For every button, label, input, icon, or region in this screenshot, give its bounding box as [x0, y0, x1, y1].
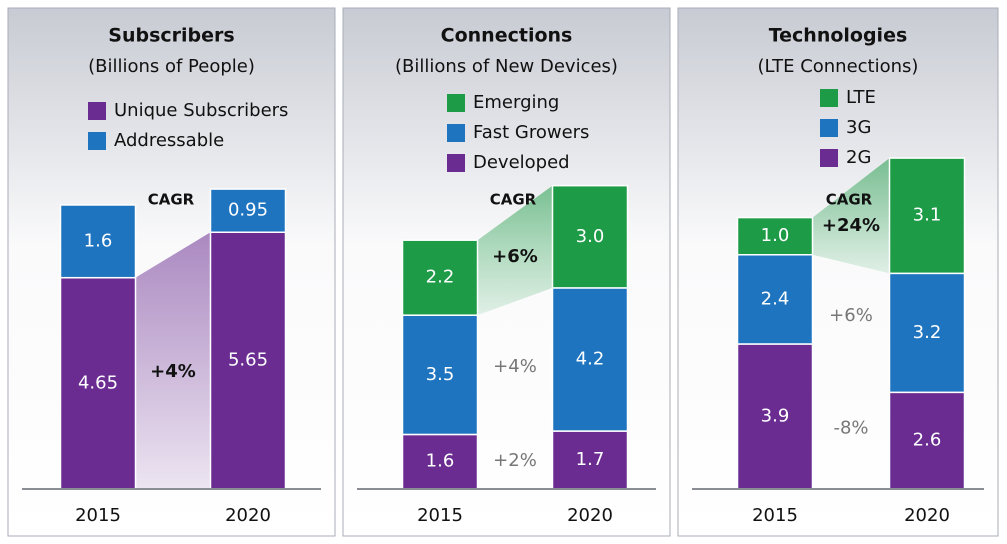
bar-segment: [209, 188, 287, 233]
chart-subtitle: (LTE Connections): [758, 56, 919, 77]
x-tick-label: 2015: [417, 505, 463, 526]
cagr-label: CAGR: [826, 191, 873, 209]
data-label: 1.0: [761, 225, 790, 246]
chart-subtitle: (Billions of People): [88, 56, 255, 77]
data-label: 2.4: [761, 288, 790, 309]
data-label: 0.95: [228, 200, 268, 221]
cagr-value: +6%: [829, 305, 873, 326]
cagr-value: +4%: [493, 356, 537, 377]
legend-label: Emerging: [473, 92, 559, 113]
bar-segment: [401, 239, 479, 316]
bar-segment: [888, 157, 966, 275]
legend-swatch: [88, 102, 106, 120]
bar-segment: [736, 343, 814, 490]
bar-segment: [209, 231, 287, 490]
cagr-band: [477, 185, 553, 316]
legend-swatch: [447, 124, 465, 142]
chart-title: Technologies: [769, 25, 908, 47]
data-label: 2.6: [913, 430, 942, 451]
cagr-value: -8%: [833, 418, 868, 439]
data-label: 4.65: [78, 372, 118, 393]
data-label: 3.1: [913, 205, 942, 226]
chart-subtitle: (Billions of New Devices): [395, 56, 618, 77]
cagr-band: [135, 232, 211, 489]
legend-label: 3G: [846, 117, 871, 138]
bar-segment: [551, 184, 629, 289]
cagr-value: +6%: [492, 246, 538, 267]
legend-swatch: [820, 89, 838, 107]
bar-segment: [736, 254, 814, 345]
x-tick-label: 2015: [75, 505, 121, 526]
data-label: 2.2: [426, 267, 455, 288]
data-label: 1.6: [426, 451, 455, 472]
cagr-band: [812, 158, 890, 274]
x-tick-label: 2020: [904, 505, 950, 526]
data-label: 1.7: [576, 449, 605, 470]
chart-panel: Technologies (LTE Connections) 2G 3G LTE -8% +…: [677, 7, 999, 537]
bar-segment: [888, 272, 966, 394]
chart-title: Connections: [441, 25, 573, 47]
x-tick-label: 2020: [567, 505, 613, 526]
data-label: 1.6: [84, 230, 113, 251]
data-label: 5.65: [228, 350, 268, 371]
cagr-label: CAGR: [148, 191, 195, 209]
legend-label: 2G: [846, 147, 871, 168]
cagr-value: +2%: [493, 450, 537, 471]
bar-segment: [401, 433, 479, 490]
legend-label: Addressable: [114, 130, 224, 151]
chart-panel: Connections (Billions of New Devices) Deve…: [342, 7, 671, 537]
cagr-value: +24%: [822, 215, 880, 236]
data-label: 3.0: [576, 226, 605, 247]
legend-label: Unique Subscribers: [114, 100, 288, 121]
legend-label: LTE: [846, 87, 876, 108]
legend-swatch: [820, 119, 838, 137]
legend-swatch: [820, 149, 838, 167]
data-label: 3.9: [761, 405, 790, 426]
legend-swatch: [447, 94, 465, 112]
bar-segment: [736, 216, 814, 256]
chart-panel: Subscribers (Billions of People) Unique Su…: [7, 7, 336, 537]
legend-swatch: [88, 132, 106, 150]
data-label: 3.2: [913, 322, 942, 343]
data-label: 4.2: [576, 348, 605, 369]
x-tick-label: 2020: [225, 505, 271, 526]
bar-segment: [551, 430, 629, 490]
chart-title: Subscribers: [108, 25, 234, 47]
bar-segment: [401, 314, 479, 436]
legend-label: Fast Growers: [473, 122, 589, 143]
cagr-value: +4%: [150, 361, 196, 382]
x-tick-label: 2015: [752, 505, 798, 526]
cagr-label: CAGR: [490, 191, 537, 209]
legend-swatch: [447, 154, 465, 172]
legend-label: Developed: [473, 152, 570, 173]
bar-segment: [59, 204, 137, 279]
bar-segment: [888, 391, 966, 490]
data-label: 3.5: [426, 364, 455, 385]
